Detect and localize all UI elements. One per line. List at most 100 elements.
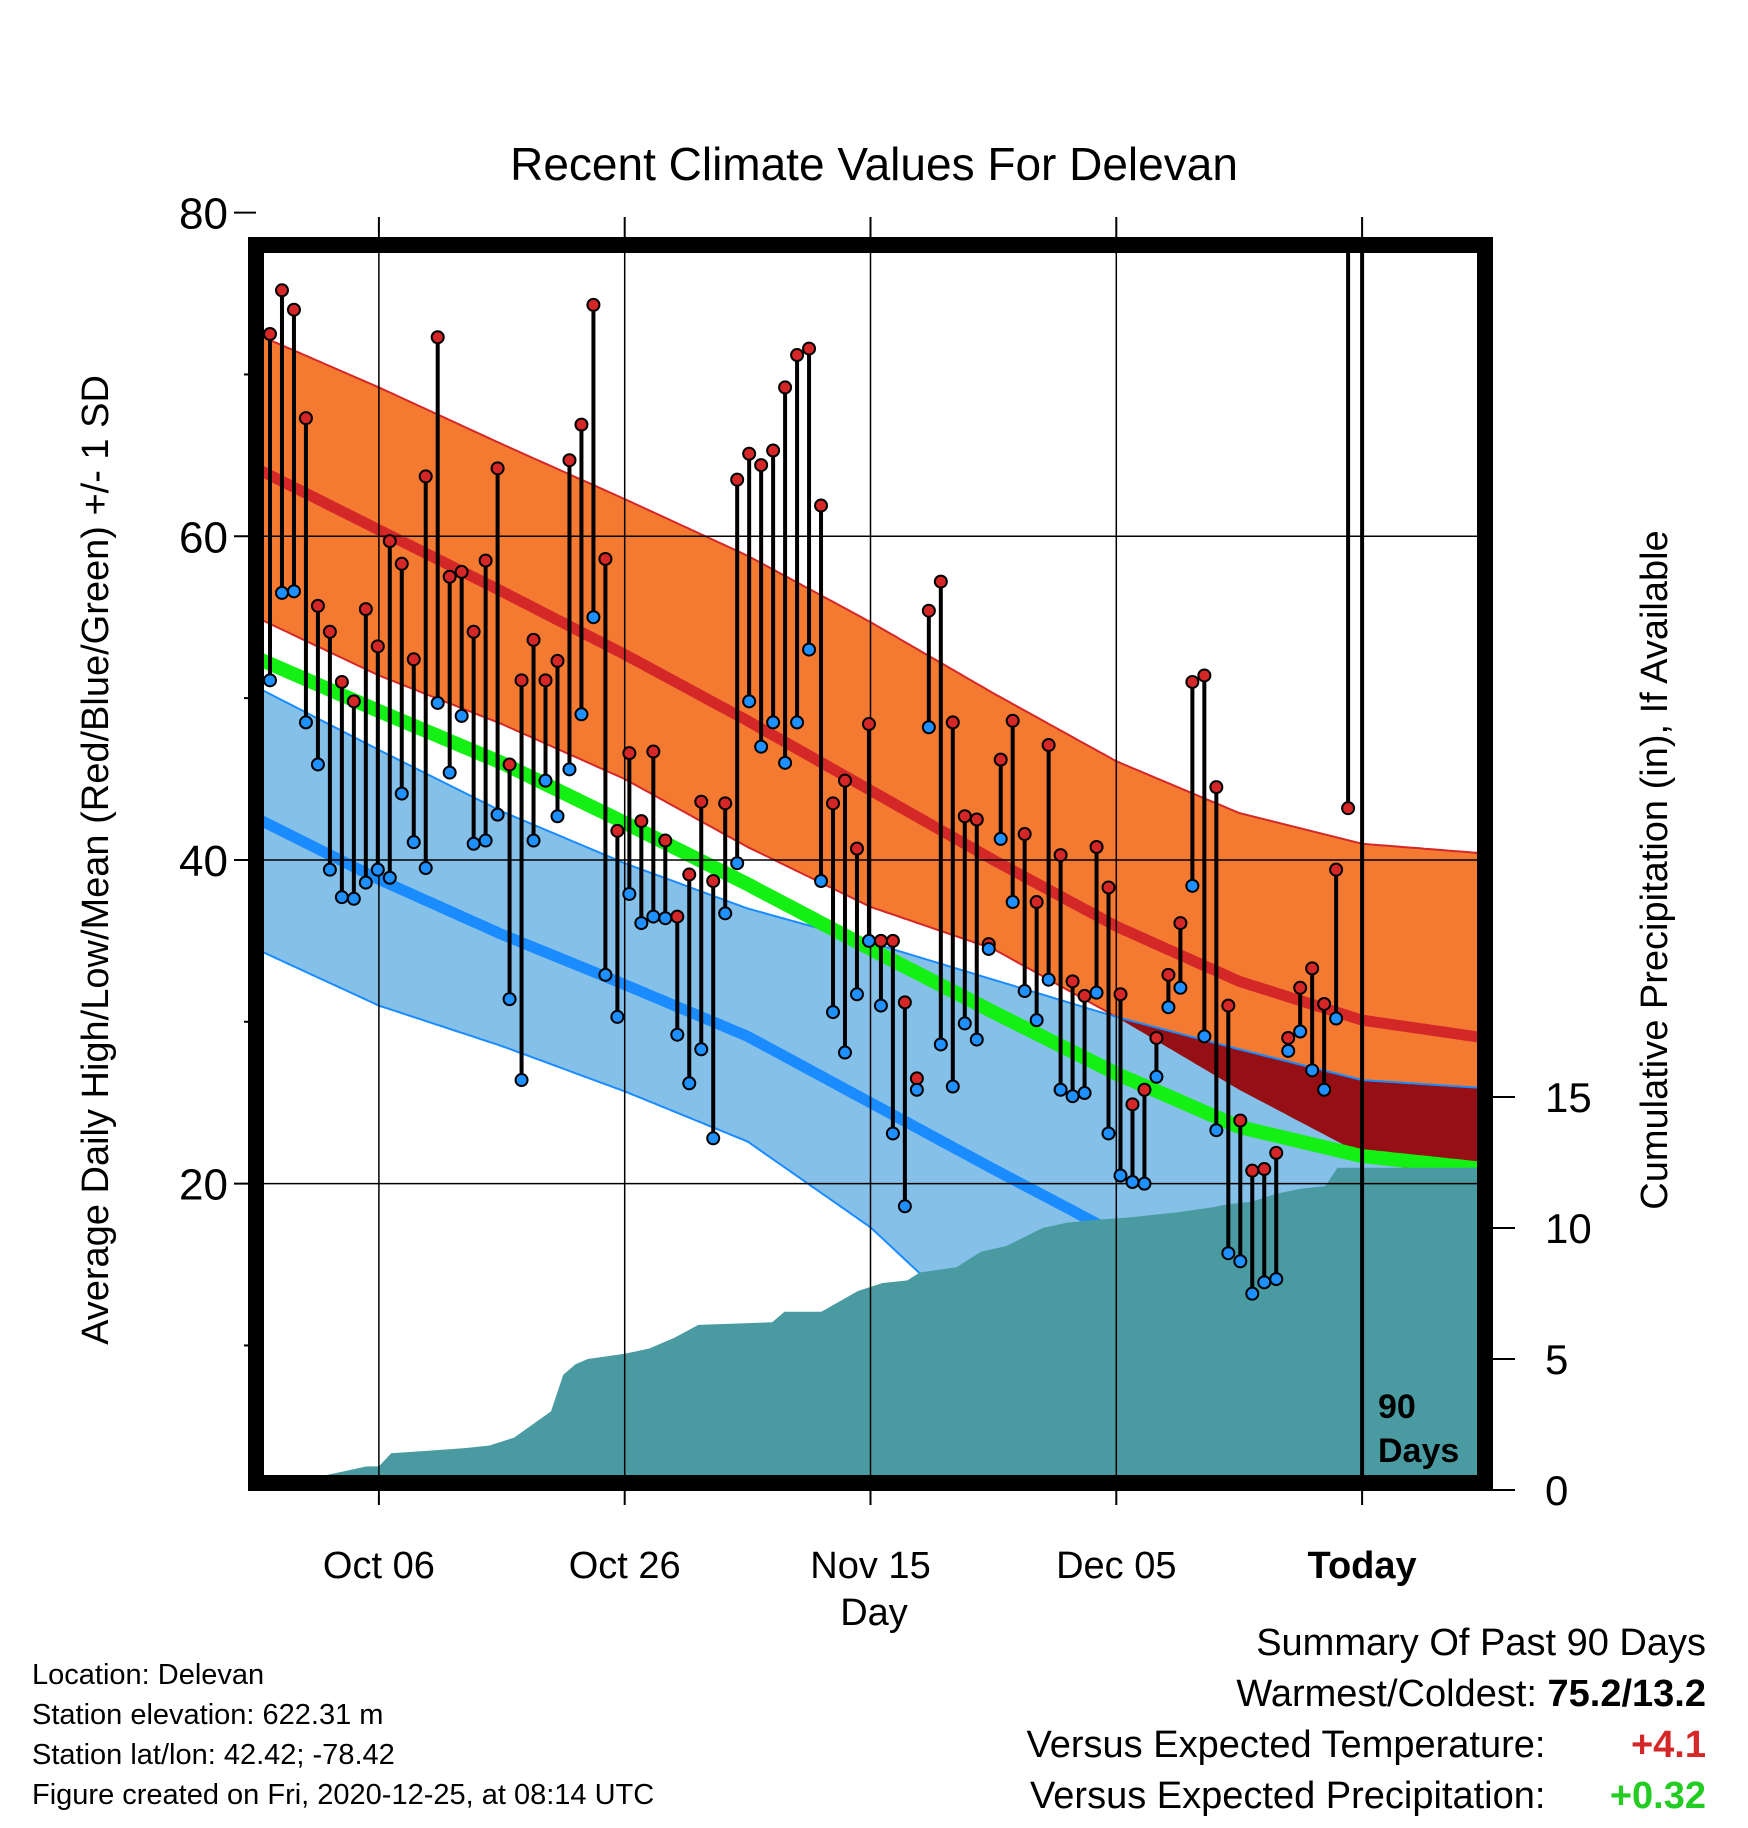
- daily-low-point: [682, 1076, 697, 1091]
- daily-low-point: [1245, 1286, 1260, 1301]
- temp-anomaly-label: Versus Expected Temperature:: [1026, 1724, 1546, 1766]
- daily-low-point: [322, 862, 337, 877]
- precip-anomaly-value: +0.32: [1609, 1775, 1706, 1817]
- daily-high-point: [574, 417, 589, 432]
- y2-tick-label: 10: [1545, 1205, 1592, 1252]
- daily-high-point: [658, 833, 673, 848]
- daily-low-point: [1257, 1275, 1272, 1290]
- today-label-days: Days: [1378, 1432, 1459, 1470]
- daily-high-point: [909, 1071, 924, 1086]
- daily-high-point: [897, 995, 912, 1010]
- daily-high-point: [1317, 996, 1332, 1011]
- daily-high-point: [993, 752, 1008, 767]
- daily-low-point: [742, 694, 757, 709]
- daily-low-point: [646, 909, 661, 924]
- daily-low-point: [490, 807, 505, 822]
- daily-low-point: [586, 610, 601, 625]
- daily-high-point: [933, 574, 948, 589]
- daily-low-point: [1197, 1029, 1212, 1044]
- daily-low-point: [670, 1027, 685, 1042]
- daily-high-point: [1077, 988, 1092, 1003]
- daily-low-point: [861, 933, 876, 948]
- daily-low-point: [358, 875, 373, 890]
- daily-low-point: [754, 739, 769, 754]
- daily-high-point: [334, 674, 349, 689]
- daily-low-point: [1125, 1174, 1140, 1189]
- daily-high-point: [1125, 1097, 1140, 1112]
- figure-created: Figure created on Fri, 2020-12-25, at 08…: [32, 1779, 655, 1811]
- daily-low-point: [442, 765, 457, 780]
- daily-high-point: [1065, 974, 1080, 989]
- daily-low-point: [1149, 1069, 1164, 1084]
- daily-high-point: [945, 715, 960, 730]
- daily-low-point: [1065, 1089, 1080, 1104]
- y-axis-label: Average Daily High/Low/Mean (Red/Blue/Gr…: [75, 375, 117, 1345]
- daily-low-point: [526, 833, 541, 848]
- today-label-90: 90: [1378, 1388, 1416, 1426]
- daily-low-point: [502, 992, 517, 1007]
- daily-low-point: [1281, 1043, 1296, 1058]
- daily-high-point: [766, 443, 781, 458]
- daily-low-point: [981, 941, 996, 956]
- y-tick-label: 80: [179, 190, 228, 239]
- plot-frame: [248, 237, 1493, 1491]
- temp-anomaly-value: +4.1: [1630, 1724, 1706, 1766]
- daily-low-point: [658, 911, 673, 926]
- daily-high-point: [861, 717, 876, 732]
- daily-low-point: [1113, 1168, 1128, 1183]
- daily-low-point: [1293, 1024, 1308, 1039]
- daily-high-point: [921, 603, 936, 618]
- daily-high-point: [1017, 827, 1032, 842]
- daily-high-point: [742, 446, 757, 461]
- daily-high-point: [526, 632, 541, 647]
- daily-low-point: [1089, 985, 1104, 1000]
- daily-high-point: [478, 553, 493, 568]
- daily-high-point: [1101, 880, 1116, 895]
- daily-high-point: [346, 694, 361, 709]
- daily-high-point: [1113, 987, 1128, 1002]
- y-tick-label: 40: [179, 837, 228, 886]
- daily-low-point: [790, 715, 805, 730]
- daily-low-point: [1185, 878, 1200, 893]
- daily-low-point: [957, 1016, 972, 1031]
- daily-low-point: [1041, 972, 1056, 987]
- daily-low-point: [897, 1199, 912, 1214]
- daily-low-point: [514, 1073, 529, 1088]
- daily-high-point: [538, 673, 553, 688]
- daily-low-point: [394, 786, 409, 801]
- daily-high-point: [418, 469, 433, 484]
- daily-high-point: [562, 453, 577, 468]
- daily-low-point: [802, 642, 817, 657]
- daily-low-point: [1209, 1123, 1224, 1138]
- daily-low-point: [622, 886, 637, 901]
- daily-low-point: [993, 831, 1008, 846]
- daily-high-point: [1329, 862, 1344, 877]
- daily-high-point: [358, 602, 373, 617]
- daily-high-point: [826, 796, 841, 811]
- daily-low-point: [610, 1009, 625, 1024]
- daily-high-point: [514, 673, 529, 688]
- daily-high-point: [694, 794, 709, 809]
- daily-high-point: [322, 624, 337, 639]
- daily-low-point: [478, 833, 493, 848]
- daily-low-point: [466, 836, 481, 851]
- x-tick-label: Oct 06: [323, 1545, 435, 1587]
- daily-high-point: [1305, 961, 1320, 976]
- y-tick-label: 20: [179, 1161, 228, 1210]
- daily-high-point: [718, 796, 733, 811]
- daily-low-point: [1053, 1082, 1068, 1097]
- daily-high-point: [1005, 713, 1020, 728]
- daily-low-point: [849, 987, 864, 1002]
- daily-low-point: [334, 890, 349, 905]
- daily-high-point: [754, 458, 769, 473]
- daily-low-point: [1137, 1176, 1152, 1191]
- daily-low-point: [286, 584, 301, 599]
- precip-anomaly-label: Versus Expected Precipitation:: [1030, 1775, 1546, 1817]
- daily-low-point: [1077, 1085, 1092, 1100]
- daily-low-point: [1101, 1126, 1116, 1141]
- daily-low-point: [382, 870, 397, 885]
- daily-high-point: [1161, 967, 1176, 982]
- daily-low-point: [909, 1082, 924, 1097]
- daily-high-point: [586, 297, 601, 312]
